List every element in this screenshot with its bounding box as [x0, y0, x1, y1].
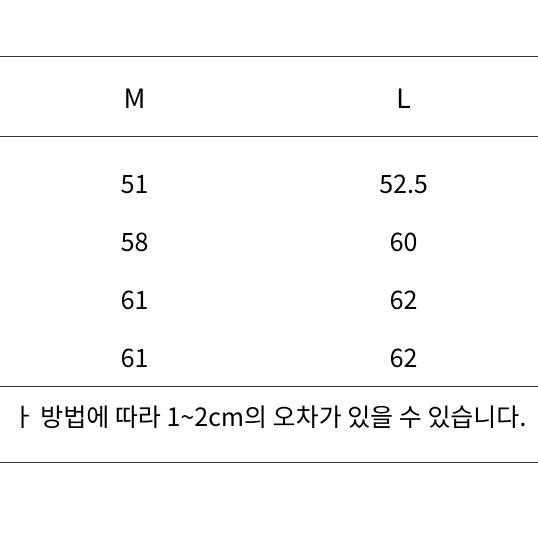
size-footnote: ㅏ 방법에 따라 1~2cm의 오차가 있을 수 있습니다.	[0, 387, 538, 463]
cell-l-0: 52.5	[269, 137, 538, 213]
size-table-container: M L 51 52.5 58 60 61 62 61 62 ㅏ 방법에 따라 1	[0, 0, 538, 463]
cell-m-2: 61	[0, 270, 269, 328]
column-header-l: L	[269, 57, 538, 137]
table-row: 51 52.5	[0, 137, 538, 213]
cell-m-1: 58	[0, 212, 269, 270]
cell-m-0: 51	[0, 137, 269, 213]
table-footnote-row: ㅏ 방법에 따라 1~2cm의 오차가 있을 수 있습니다.	[0, 387, 538, 463]
table-row: 58 60	[0, 212, 538, 270]
size-table: M L 51 52.5 58 60 61 62 61 62 ㅏ 방법에 따라 1	[0, 56, 538, 463]
cell-l-3: 62	[269, 328, 538, 387]
table-row: 61 62	[0, 328, 538, 387]
cell-m-3: 61	[0, 328, 269, 387]
table-row: 61 62	[0, 270, 538, 328]
column-header-m: M	[0, 57, 269, 137]
cell-l-2: 62	[269, 270, 538, 328]
cell-l-1: 60	[269, 212, 538, 270]
table-header-row: M L	[0, 57, 538, 137]
